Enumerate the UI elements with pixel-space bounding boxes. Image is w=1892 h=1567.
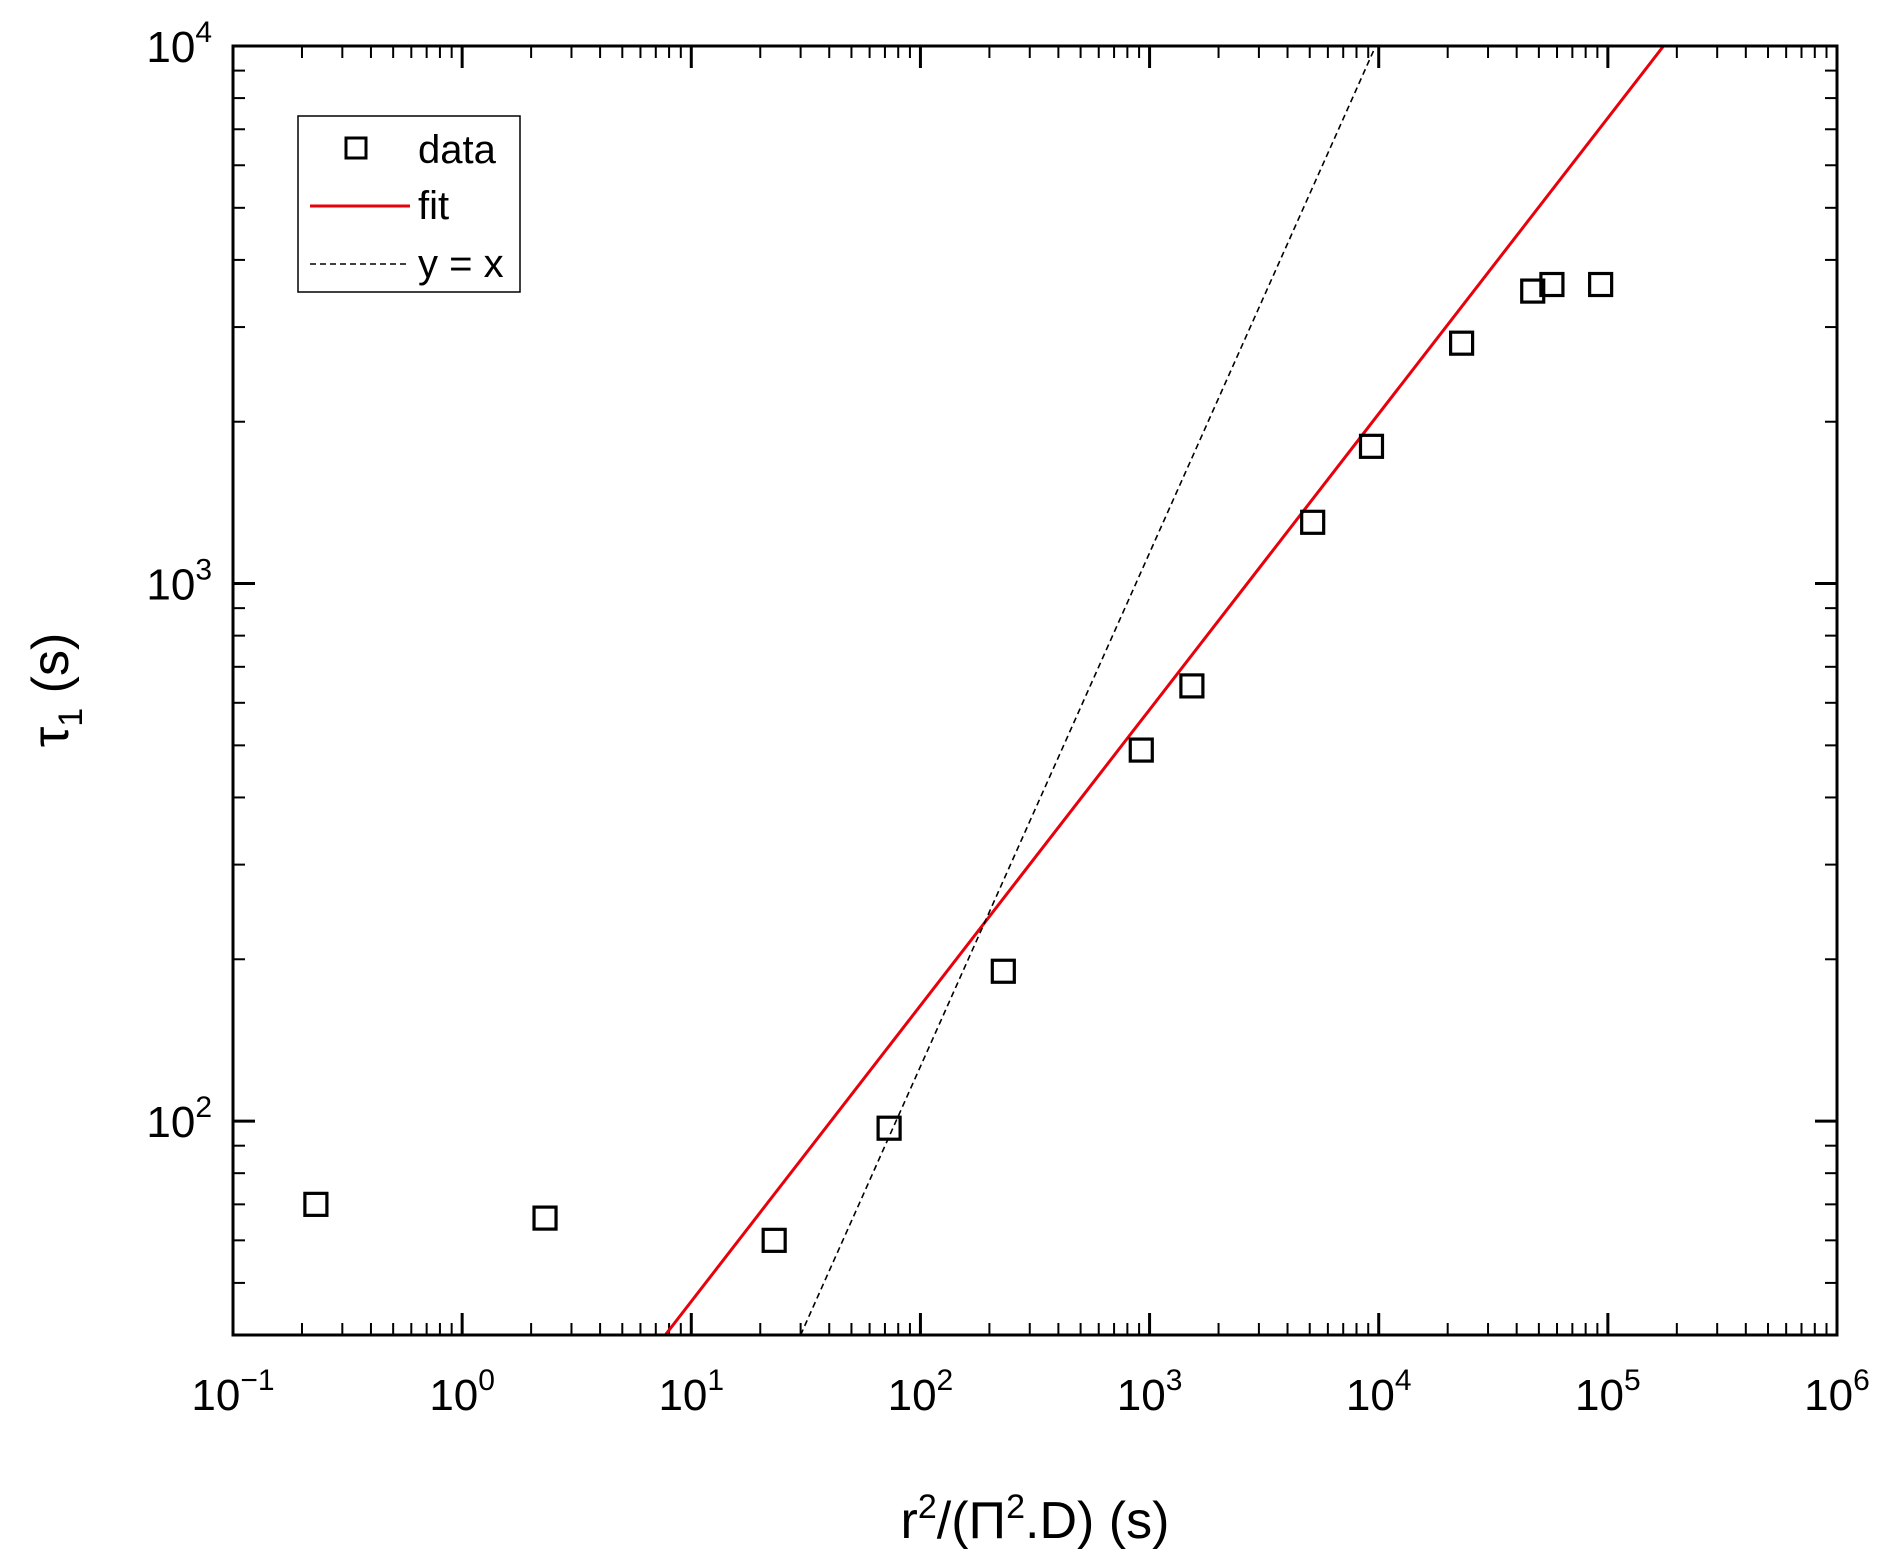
- data-point: [1588, 271, 1614, 298]
- x-tick-label: 104: [1346, 1364, 1412, 1420]
- y-tick-label: 102: [146, 1091, 212, 1147]
- legend-label-yx: y = x: [418, 242, 504, 286]
- legend: data fit y = x: [297, 115, 521, 293]
- y-axis-title: τ1 (s): [22, 633, 90, 748]
- data-point: [1128, 737, 1154, 763]
- fit-line: [664, 46, 1665, 1335]
- legend-box: [297, 115, 521, 293]
- lines-layer: [664, 46, 1665, 1335]
- data-point: [1358, 433, 1385, 459]
- y-tick-label: 104: [146, 16, 212, 72]
- data-point: [1179, 673, 1205, 699]
- data-point: [1520, 278, 1546, 304]
- data-point: [1300, 509, 1326, 535]
- identity-line: [799, 46, 1377, 1335]
- points-layer: [303, 271, 1614, 1253]
- x-tick-labels: 10−1 100 101 102 103 104 105 106: [191, 1364, 1869, 1420]
- x-tick-label: 10−1: [191, 1364, 274, 1420]
- legend-label-fit: fit: [418, 184, 449, 228]
- data-point: [1539, 271, 1565, 298]
- data-point: [532, 1205, 558, 1231]
- data-point: [303, 1191, 329, 1217]
- data-point: [876, 1115, 902, 1141]
- x-tick-label: 105: [1575, 1364, 1641, 1420]
- y-tick-labels: 102 103 104: [146, 16, 212, 1147]
- data-point: [1449, 330, 1475, 356]
- x-tick-label: 103: [1117, 1364, 1183, 1420]
- x-axis-title: r2/(Π2.D) (s): [901, 1488, 1170, 1550]
- x-tick-label: 102: [888, 1364, 954, 1420]
- x-tick-label: 101: [658, 1364, 724, 1420]
- data-point: [990, 958, 1016, 984]
- legend-label-data: data: [418, 128, 497, 172]
- y-tick-label: 103: [146, 554, 212, 610]
- minor-ticks: [233, 46, 1837, 1336]
- legend-marker-data: [344, 136, 368, 160]
- x-tick-label: 106: [1804, 1364, 1870, 1420]
- data-point: [761, 1227, 787, 1253]
- plot-frame: [231, 44, 1839, 1337]
- x-tick-label: 100: [429, 1364, 495, 1420]
